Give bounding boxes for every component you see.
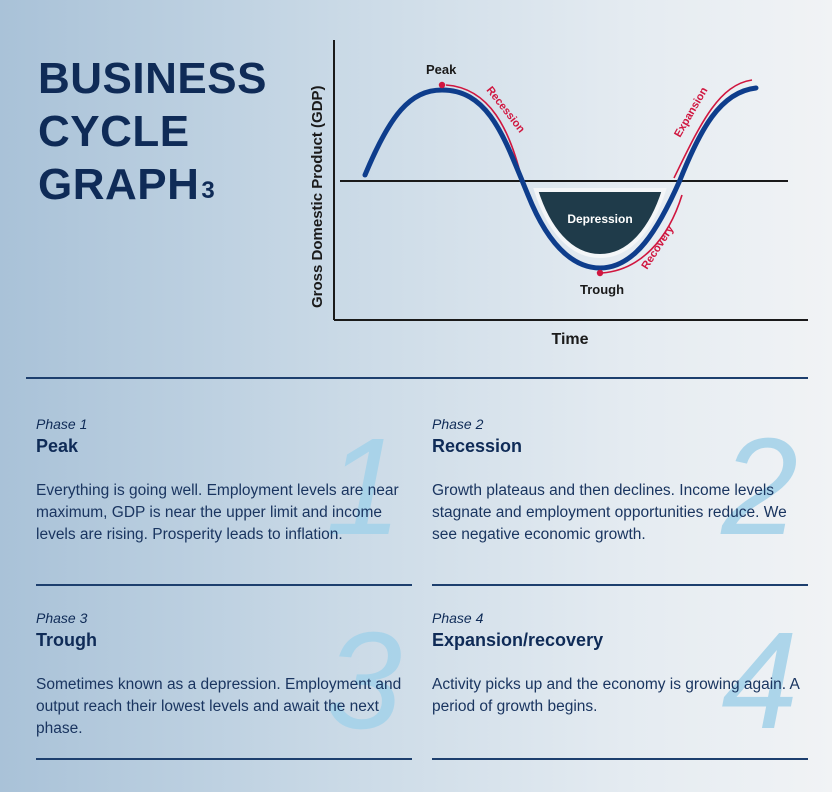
section-divider: [26, 377, 808, 379]
trough-label: Trough: [580, 282, 624, 297]
recovery-accent-line: [601, 194, 683, 274]
phase-card-3: 3 Phase 3 Trough Sometimes known as a de…: [36, 610, 416, 780]
trough-marker: [596, 269, 604, 277]
peak-marker: [438, 81, 446, 89]
phase-description: Sometimes known as a depression. Employm…: [36, 676, 402, 737]
phase-divider: [36, 584, 412, 586]
phase-description: Activity picks up and the economy is gro…: [432, 676, 800, 715]
phase-label: Phase 3: [36, 610, 88, 626]
gdp-curve: [362, 85, 759, 271]
phase-description: Everything is going well. Employment lev…: [36, 482, 399, 543]
depression-label: Depression: [567, 212, 632, 226]
y-axis-label: Gross Domestic Product (GDP): [309, 85, 326, 308]
recession-accent-line: [445, 84, 523, 181]
phase-number: 2: [721, 410, 798, 564]
phase-label: Phase 4: [432, 610, 484, 626]
phase-number: 1: [325, 410, 402, 564]
phase-name: Expansion/recovery: [432, 630, 604, 650]
peak-label: Peak: [426, 62, 457, 77]
phase-description: Growth plateaus and then declines. Incom…: [432, 482, 787, 543]
phase-card-2: 2 Phase 2 Recession Growth plateaus and …: [432, 416, 812, 586]
phase-divider: [432, 584, 808, 586]
phase-number: 4: [721, 604, 798, 758]
depression-area: [533, 188, 667, 259]
phase-label: Phase 2: [432, 416, 484, 432]
title-line-1: BUSINESS: [38, 54, 267, 103]
phase-divider: [36, 758, 412, 760]
title-line-3-text: GRAPH: [38, 160, 200, 209]
recession-label: Recession: [484, 84, 528, 135]
x-axis-label: Time: [551, 331, 588, 348]
title-line-3: GRAPH3: [38, 158, 298, 211]
phase-number: 3: [325, 604, 402, 758]
phase-card-1: 1 Phase 1 Peak Everything is going well.…: [36, 416, 416, 586]
phase-label: Phase 1: [36, 416, 88, 432]
phase-name: Trough: [36, 630, 97, 650]
phase-name: Peak: [36, 436, 79, 456]
title-superscript: 3: [201, 177, 216, 204]
expansion-accent-line: [673, 79, 753, 179]
title-line-2: CYCLE: [38, 107, 190, 156]
phase-name: Recession: [432, 436, 523, 456]
phase-divider: [432, 758, 808, 760]
phase-card-4: 4 Phase 4 Expansion/recovery Activity pi…: [432, 610, 812, 780]
page-title: BUSINESS CYCLE GRAPH3: [38, 52, 298, 211]
business-cycle-diagram: Peak Trough Depression Recession Expansi…: [309, 40, 808, 348]
